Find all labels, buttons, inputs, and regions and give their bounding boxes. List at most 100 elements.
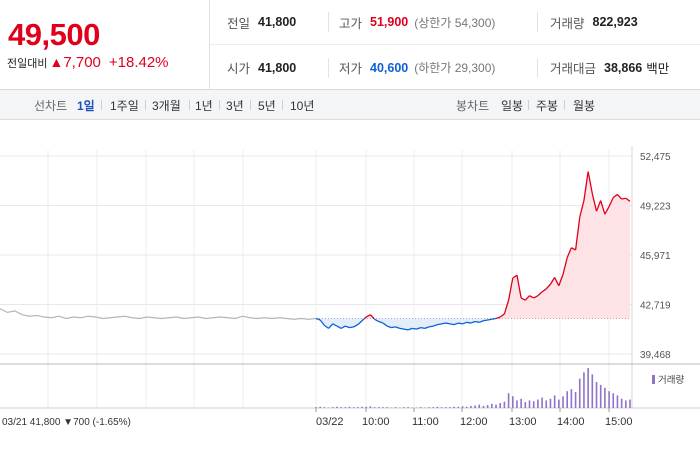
today-line-segment — [621, 197, 626, 200]
today-line-segment — [579, 200, 585, 218]
today-line-segment — [524, 295, 530, 301]
volume-bar — [616, 395, 619, 408]
volume-bar — [625, 400, 627, 408]
today-line-segment — [558, 274, 564, 286]
today-line-segment — [437, 323, 442, 326]
volume-bar — [394, 407, 397, 408]
today-line-segment — [483, 319, 488, 322]
volume-bar — [323, 407, 326, 408]
stats-row-2: 시가 41,800 저가 40,600 (하한가 29,300) 거래대금 38… — [210, 45, 700, 90]
x-tick-label: 14:00 — [557, 416, 585, 428]
tab-daily[interactable]: 일봉 — [501, 99, 524, 113]
volume-bar — [608, 391, 610, 408]
volume-bar — [491, 403, 493, 408]
tab-1y[interactable]: 1년 — [195, 99, 213, 113]
volume-bar — [549, 398, 552, 408]
prev-day-line — [0, 308, 317, 320]
today-line-segment — [541, 288, 547, 293]
today-line-segment — [487, 318, 492, 321]
today-line-segment — [407, 327, 413, 331]
volume-bar — [340, 407, 342, 408]
today-line-segment — [529, 295, 535, 299]
today-line-segment — [533, 295, 539, 299]
tab-divider — [528, 100, 529, 110]
today-line-segment — [537, 291, 543, 297]
today-line-segment — [453, 322, 459, 326]
volume-bar — [541, 397, 543, 408]
volume-bar — [357, 407, 359, 408]
today-line-segment — [323, 324, 329, 329]
volume-bar — [532, 401, 535, 408]
today-line-segment — [441, 322, 446, 325]
y-tick-label: 45,971 — [640, 251, 671, 262]
stat-high: 고가 51,900 (상한가 54,300) — [328, 12, 495, 32]
volume-bar — [545, 400, 548, 408]
tab-weekly[interactable]: 주봉 — [536, 99, 559, 113]
down-area-fill — [316, 318, 630, 330]
current-price: 49,500 — [8, 17, 100, 52]
volume-bar — [591, 374, 594, 408]
volume-bar — [453, 406, 455, 408]
volume-bar — [474, 405, 476, 408]
today-line-segment — [549, 277, 556, 285]
volume-bar — [365, 406, 368, 408]
chart-period-tabs: 선차트 1일 1주일 3개월 1년 3년 5년 10년 봉차트 일봉 주봉 월봉 — [0, 90, 700, 120]
today-line-segment — [416, 327, 421, 330]
today-line-segment — [357, 320, 363, 326]
tab-monthly[interactable]: 월봉 — [573, 99, 596, 113]
today-line-segment — [345, 325, 350, 329]
x-tick-label: 03/22 — [316, 416, 344, 428]
tab-3m[interactable]: 3개월 — [152, 99, 181, 113]
today-line-segment — [319, 319, 325, 326]
volume-bar — [361, 406, 363, 408]
tab-1d[interactable]: 1일 — [77, 99, 95, 113]
volume-bar — [620, 398, 623, 408]
today-line-segment — [349, 326, 354, 329]
line-chart-label: 선차트 — [34, 99, 68, 113]
x-tick-label: 10:00 — [362, 416, 390, 428]
x-tick-label: 11:00 — [412, 416, 439, 428]
volume-bar — [578, 378, 581, 408]
tab-divider — [282, 100, 283, 110]
prev-day-info: 03/21 41,800 ▼700 (-1.65%) — [2, 417, 131, 428]
today-line-segment — [386, 325, 392, 329]
today-line-segment — [516, 274, 522, 299]
today-line-segment — [373, 318, 376, 320]
today-line-segment — [545, 283, 551, 290]
today-line-segment — [424, 326, 430, 330]
volume-bar — [528, 400, 531, 408]
candle-chart-label: 봉차트 — [456, 99, 490, 113]
up-area-fill — [316, 171, 630, 319]
today-line-segment — [595, 200, 602, 212]
today-line-segment — [574, 217, 581, 251]
volume-bar — [524, 402, 527, 408]
today-line-segment — [336, 325, 342, 329]
today-line-segment — [332, 323, 338, 327]
volume-swatch — [652, 374, 655, 384]
today-line-segment — [433, 323, 438, 327]
y-tick-label: 52,475 — [640, 152, 671, 163]
price-chart-svg: 52,475 49,223 45,971 42,719 39,468 03/22 10:00… — [0, 146, 700, 428]
tab-10y[interactable]: 10년 — [290, 99, 315, 113]
volume-bar — [486, 405, 489, 408]
volume-bar — [461, 406, 464, 408]
volume-bar — [503, 401, 506, 408]
volume-bar — [629, 399, 631, 408]
change-row: 전일대비 ▲ 7,700 +18.42% — [7, 54, 169, 71]
tab-3y[interactable]: 3년 — [226, 99, 244, 113]
volume-bar — [344, 407, 347, 408]
volume-bar — [373, 407, 376, 408]
y-tick-label: 42,719 — [640, 301, 671, 312]
change-label: 전일대비 — [7, 58, 48, 70]
quote-panel: 49,500 전일대비 ▲ 7,700 +18.42% 전일 41,800 고가… — [0, 0, 700, 90]
today-line-segment — [412, 327, 417, 330]
today-line-segment — [315, 317, 321, 321]
volume-bar — [574, 392, 577, 408]
today-line-segment — [445, 322, 451, 325]
volume-bar — [507, 393, 510, 408]
volume-bar — [470, 405, 472, 408]
today-line-segment — [364, 316, 367, 319]
tab-5y[interactable]: 5년 — [258, 99, 276, 113]
stats-table: 전일 41,800 고가 51,900 (상한가 54,300) 거래량 822… — [210, 0, 700, 90]
tab-1w[interactable]: 1주일 — [110, 99, 139, 113]
